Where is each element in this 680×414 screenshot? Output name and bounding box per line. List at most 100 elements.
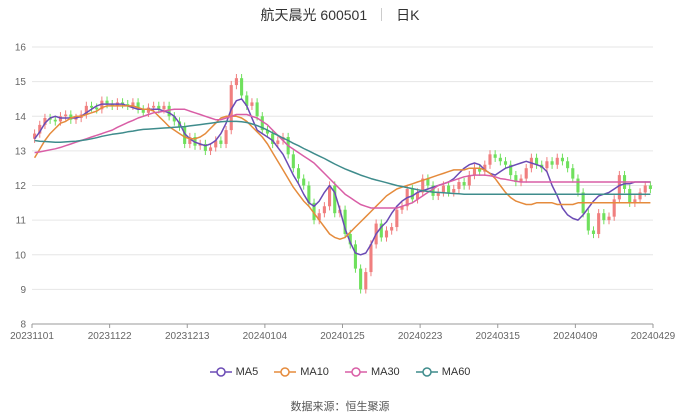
x-tick-label: 20240315 [476, 331, 521, 342]
source-value: 恒生聚源 [345, 401, 390, 413]
candle-body [43, 117, 47, 125]
candle-body [53, 119, 57, 122]
candle-body [183, 126, 187, 144]
candle-body [545, 161, 549, 169]
x-tick-label: 20240125 [320, 331, 365, 342]
x-tick-label: 20231122 [88, 331, 132, 342]
candle-body [265, 130, 270, 134]
candle-body [152, 105, 156, 108]
legend-item-ma10[interactable]: MA10 [274, 366, 329, 378]
candle-body [400, 206, 404, 210]
candle-body [566, 161, 570, 169]
candle-body [488, 154, 492, 165]
candle-body [555, 157, 559, 165]
x-tick-label: 20240409 [553, 331, 598, 342]
candle-body [462, 182, 466, 186]
candle-body [643, 185, 647, 193]
candle-body [483, 164, 487, 172]
source-label: 数据来源： [290, 401, 346, 413]
candle-body [421, 178, 425, 193]
series-line-ma60 [34, 120, 651, 195]
candle-body [364, 272, 368, 290]
legend-label: MA30 [370, 366, 400, 378]
candle-body [250, 102, 254, 106]
candle-body [240, 78, 244, 96]
y-tick-label: 16 [15, 43, 27, 54]
legend-marker-icon [344, 367, 367, 377]
candle-body [110, 104, 114, 106]
candle-body [498, 157, 502, 162]
candle-body [478, 168, 482, 172]
candle-body [353, 244, 357, 269]
candle-body [276, 140, 280, 144]
candle-body [302, 178, 306, 186]
series-line-ma10 [33, 105, 651, 240]
candle-body [514, 175, 518, 183]
candle-body [260, 116, 264, 131]
candle-body [95, 107, 99, 110]
candle-body [343, 209, 347, 234]
legend: MA5 MA10 MA30 MA60 [0, 366, 680, 381]
candle-body [74, 117, 78, 120]
candle-body [214, 140, 218, 148]
candle-body [136, 102, 140, 110]
candle-body [384, 230, 389, 238]
candle-body [607, 216, 611, 221]
candle-body [328, 185, 332, 207]
candle-body [648, 185, 652, 189]
candle-body [234, 78, 238, 86]
legend-item-ma30[interactable]: MA30 [344, 366, 400, 378]
candle-body [535, 157, 539, 165]
candle-body [612, 199, 616, 217]
series-line-ma5 [33, 98, 651, 256]
y-tick-label: 13 [15, 146, 27, 157]
candle-body [524, 168, 528, 179]
candle-body [208, 147, 213, 151]
candle-body [369, 244, 373, 273]
candle-body [162, 105, 166, 110]
candle-body [597, 213, 601, 234]
candle-body [291, 154, 295, 169]
candle-body [224, 130, 228, 144]
candle-body [359, 268, 363, 290]
candle-body [390, 227, 394, 231]
candle-body [84, 105, 88, 115]
candle-body [467, 175, 471, 186]
candle-body [126, 104, 130, 106]
candle-body [560, 157, 564, 162]
candle-body [447, 185, 451, 193]
period-label: 日K [396, 7, 420, 23]
candle-body [617, 175, 621, 200]
x-tick-label: 20240223 [398, 331, 443, 342]
candle-body [69, 114, 73, 120]
candle-body [519, 178, 523, 183]
candle-body [628, 188, 632, 203]
candle-body [33, 133, 37, 139]
y-tick-label: 14 [15, 112, 27, 123]
candle-body [219, 140, 223, 144]
data-source: 数据来源：恒生聚源 [0, 398, 680, 414]
candle-body [638, 192, 642, 200]
candlestick-chart: 8 9 10 11 12 13 14 15 16 20231101 20231122 20231213… [10, 43, 676, 343]
candle-body [100, 100, 104, 110]
y-tick-label: 11 [16, 216, 27, 227]
legend-item-ma5[interactable]: MA5 [209, 366, 258, 378]
candle-body [131, 102, 135, 106]
candle-body [322, 206, 326, 214]
legend-label: MA10 [300, 366, 329, 378]
candle-body [591, 230, 596, 234]
candle-body [307, 185, 311, 203]
candle-body [457, 182, 461, 189]
candle-body [188, 137, 192, 144]
candle-body [436, 192, 440, 196]
x-tick-label: 20231101 [10, 331, 54, 342]
candle-body [203, 143, 207, 151]
candle-body [441, 185, 445, 193]
candle-body [576, 178, 580, 193]
candle-body [379, 223, 383, 238]
candle-body [633, 199, 637, 203]
legend-item-ma60[interactable]: MA60 [415, 366, 470, 378]
candle-body [172, 116, 176, 122]
candle-body [38, 124, 42, 134]
legend-marker-icon [415, 367, 438, 377]
